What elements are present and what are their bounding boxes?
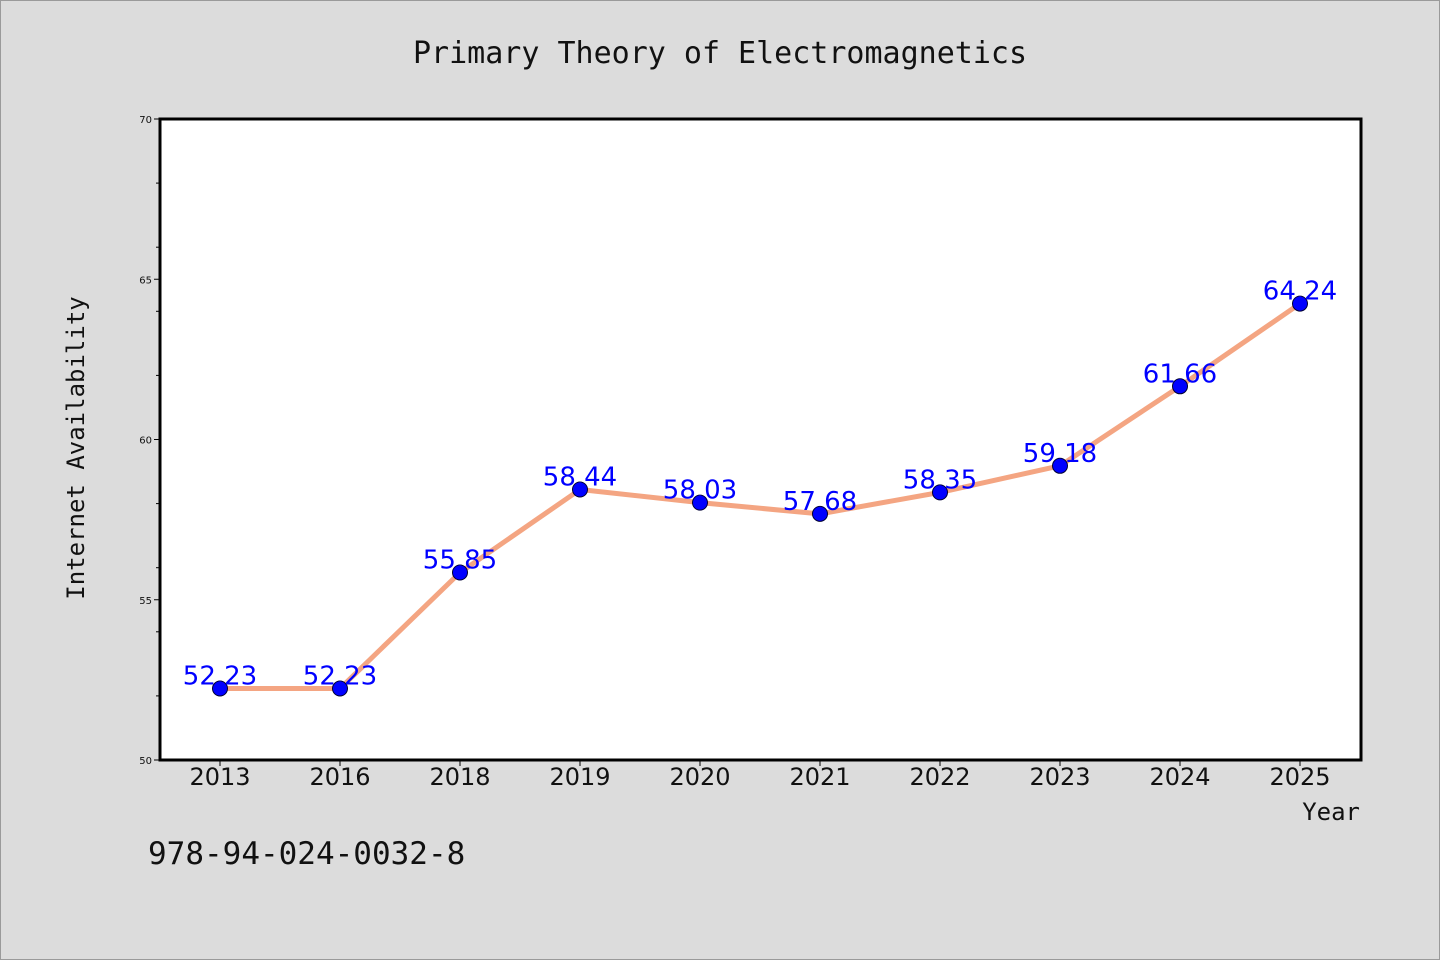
series-line-group xyxy=(217,301,1303,692)
y-axis: 50 55 60 65 70 xyxy=(139,115,160,767)
data-label: 57.68 xyxy=(783,487,857,517)
data-label: 52.23 xyxy=(303,662,377,692)
data-point xyxy=(932,484,948,501)
chart-title: Primary Theory of Electromagnetics xyxy=(413,36,1027,71)
x-axis-label: Year xyxy=(1302,798,1360,826)
data-point xyxy=(212,680,228,697)
data-point xyxy=(452,564,468,581)
data-point xyxy=(692,494,708,511)
x-tick-label: 2025 xyxy=(1269,763,1330,791)
y-tick-label: 65 xyxy=(139,275,152,286)
y-tick-label: 50 xyxy=(139,756,152,767)
x-tick-label: 2023 xyxy=(1029,763,1090,791)
data-labels: 52.23 52.23 55.85 58.44 58.03 57.68 58.35 59.18… xyxy=(183,277,1337,692)
x-tick-label: 2013 xyxy=(189,763,250,791)
data-point xyxy=(572,481,588,498)
x-tick-label: 2024 xyxy=(1149,763,1210,791)
data-label: 52.23 xyxy=(183,662,257,692)
data-label: 55.85 xyxy=(423,546,497,576)
x-tick-label: 2022 xyxy=(909,763,970,791)
data-label: 58.44 xyxy=(543,462,617,492)
data-label: 58.03 xyxy=(663,476,737,506)
data-label: 58.35 xyxy=(903,465,977,495)
x-tick-label: 2021 xyxy=(789,763,850,791)
x-tick-label: 2018 xyxy=(429,763,490,791)
data-label: 61.66 xyxy=(1143,359,1217,389)
y-axis-label: Internet Availability xyxy=(62,296,90,599)
data-point xyxy=(332,680,348,697)
y-tick-label: 60 xyxy=(139,436,152,447)
plot-area xyxy=(158,117,1363,762)
y-tick-label: 55 xyxy=(139,596,152,607)
x-axis: 2013 2016 2018 2019 2020 2021 2022 2023 2024 2025 xyxy=(189,760,1331,791)
series-line xyxy=(217,301,1303,692)
data-point xyxy=(1052,457,1068,474)
x-tick-label: 2020 xyxy=(669,763,730,791)
data-points xyxy=(212,295,1308,697)
isbn-code: 978-94-024-0032-8 xyxy=(148,836,465,872)
data-label: 64.24 xyxy=(1263,277,1337,307)
data-point xyxy=(1292,295,1308,312)
x-tick-label: 2016 xyxy=(309,763,370,791)
y-tick-label: 70 xyxy=(139,115,152,126)
data-point xyxy=(812,505,828,522)
data-label: 59.18 xyxy=(1023,439,1097,469)
x-tick-label: 2019 xyxy=(549,763,610,791)
data-point xyxy=(1172,378,1188,395)
